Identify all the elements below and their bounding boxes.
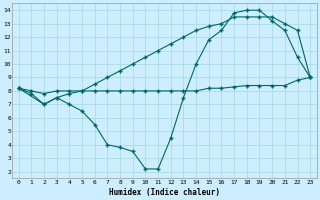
X-axis label: Humidex (Indice chaleur): Humidex (Indice chaleur) xyxy=(109,188,220,197)
